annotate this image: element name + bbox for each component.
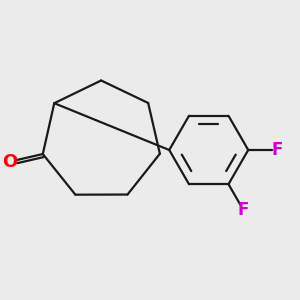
Text: F: F (272, 141, 283, 159)
Text: O: O (2, 153, 17, 171)
Text: F: F (238, 201, 249, 219)
